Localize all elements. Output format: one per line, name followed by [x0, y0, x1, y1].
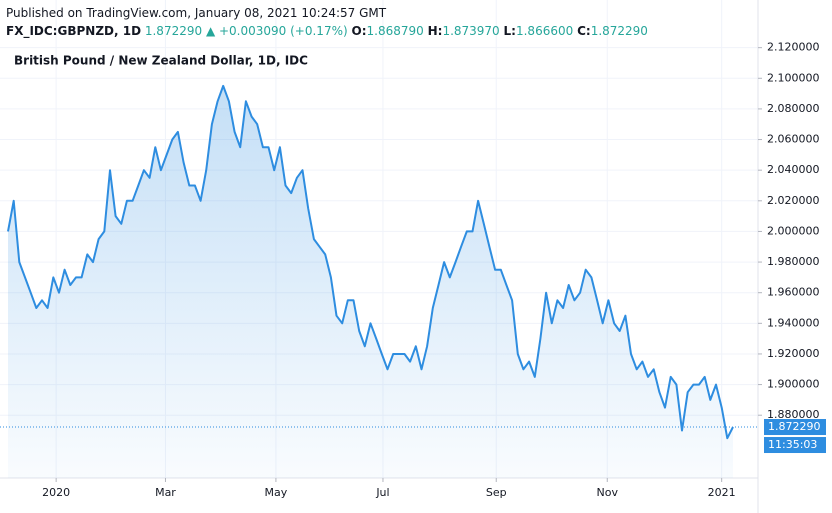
- last-price-label: 1.872290: [768, 420, 821, 433]
- y-tick-label: 1.960000: [767, 286, 820, 299]
- y-tick-label: 1.980000: [767, 255, 820, 268]
- area: [8, 85, 733, 479]
- ohlc-line: FX_IDC:GBPNZD, 1D 1.872290 ▲ +0.003090 (…: [6, 22, 648, 40]
- low: 1.866600: [515, 24, 574, 38]
- o-label: O:: [351, 24, 367, 38]
- l-label: L:: [503, 24, 516, 38]
- x-tick-label: May: [265, 486, 288, 499]
- close: 1.872290: [590, 24, 648, 38]
- x-tick-label: 2021: [708, 486, 736, 499]
- y-tick-label: 1.920000: [767, 347, 820, 360]
- header: Published on TradingView.com, January 08…: [6, 4, 648, 40]
- y-tick-label: 2.020000: [767, 194, 820, 207]
- y-tick-label: 1.940000: [767, 316, 820, 329]
- y-tick-label: 1.900000: [767, 378, 820, 391]
- h-label: H:: [427, 24, 443, 38]
- chart-title: British Pound / New Zealand Dollar, 1D, …: [14, 54, 308, 68]
- price: 1.872290: [144, 24, 203, 38]
- open: 1.868790: [366, 24, 424, 38]
- countdown-box: [764, 437, 826, 454]
- x-tick-label: Sep: [486, 486, 507, 499]
- c-label: C:: [577, 24, 591, 38]
- y-tick-label: 2.100000: [767, 71, 820, 84]
- price-line: [7, 84, 734, 440]
- x-tick-label: Nov: [597, 486, 619, 499]
- high: 1.873970: [442, 24, 500, 38]
- change: ▲ +0.003090 (+0.17%): [205, 24, 348, 38]
- countdown: 11:35:03: [768, 438, 817, 451]
- x-tick-label: Jul: [375, 486, 389, 499]
- y-tick-label: 1.880000: [767, 408, 820, 421]
- y-tick-label: 2.080000: [767, 102, 820, 115]
- symbol: FX_IDC:GBPNZD, 1D: [6, 24, 142, 38]
- x-tick-label: Mar: [155, 486, 176, 499]
- last-price-box: [764, 419, 826, 436]
- published: Published on TradingView.com, January 08…: [6, 6, 387, 20]
- y-tick-label: 2.060000: [767, 133, 820, 146]
- y-tick-label: 2.040000: [767, 163, 820, 176]
- x-tick-label: 2020: [42, 486, 70, 499]
- y-tick-label: 2.120000: [767, 41, 820, 54]
- y-tick-label: 2.000000: [767, 224, 820, 237]
